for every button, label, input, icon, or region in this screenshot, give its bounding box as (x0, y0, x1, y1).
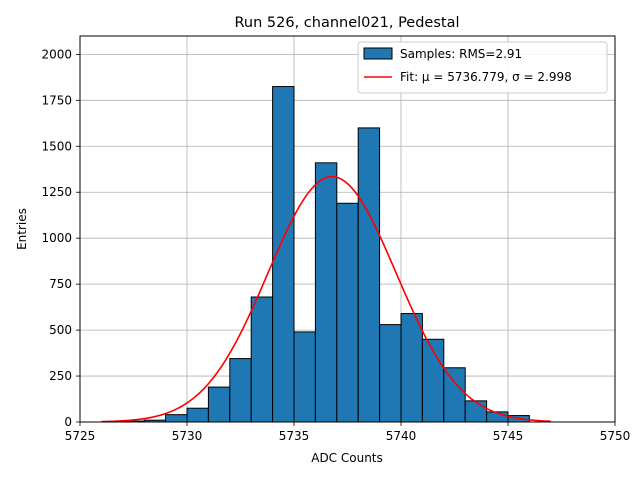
y-tick-label: 0 (64, 415, 72, 429)
x-tick-label: 5740 (386, 429, 417, 443)
histogram-bars (122, 86, 530, 423)
y-tick-label: 1250 (41, 185, 72, 199)
histogram-bar (357, 127, 381, 423)
y-tick-label: 750 (49, 277, 72, 291)
histogram-bar (229, 358, 252, 423)
x-tick-label: 5730 (172, 429, 203, 443)
histogram-bar (314, 162, 338, 423)
y-tick-label: 250 (49, 369, 72, 383)
legend-samples-label: Samples: RMS=2.91 (400, 47, 522, 61)
y-axis-ticks: 0 250 500 750 1000 1250 1500 1750 2000 (41, 47, 80, 429)
plot-frame (79, 35, 616, 423)
y-tick-label: 500 (49, 323, 72, 337)
x-tick-label: 5735 (279, 429, 310, 443)
y-tick-label: 1000 (41, 231, 72, 245)
histogram-bar (165, 414, 188, 423)
y-tick-label: 1500 (41, 139, 72, 153)
legend-samples-swatch (363, 47, 393, 60)
y-tick-label: 1750 (41, 93, 72, 107)
legend-fit-label: Fit: μ = 5736.779, σ = 2.998 (400, 70, 572, 84)
chart-title: Run 526, channel021, Pedestal (234, 15, 459, 31)
x-tick-label: 5725 (65, 429, 96, 443)
legend-box (357, 41, 608, 94)
y-axis-label: Entries (15, 208, 29, 250)
x-axis-ticks: 5725 5730 5735 5740 5745 5750 (65, 422, 631, 443)
x-tick-label: 5745 (493, 429, 524, 443)
histogram-bar (207, 386, 231, 423)
histogram-bar (186, 407, 209, 423)
x-tick-label: 5750 (600, 429, 631, 443)
histogram-bar (250, 296, 274, 423)
histogram-bar (443, 367, 466, 423)
histogram-bar (379, 324, 402, 423)
histogram-bar (400, 313, 423, 423)
x-axis-label: ADC Counts (311, 451, 383, 465)
fit-curve (101, 175, 551, 423)
legend: Samples: RMS=2.91 Fit: μ = 5736.779, σ =… (357, 41, 608, 94)
histogram-bar (464, 400, 488, 423)
y-tick-label: 2000 (41, 47, 72, 61)
histogram-bar (293, 331, 316, 423)
histogram-bar (336, 202, 359, 423)
